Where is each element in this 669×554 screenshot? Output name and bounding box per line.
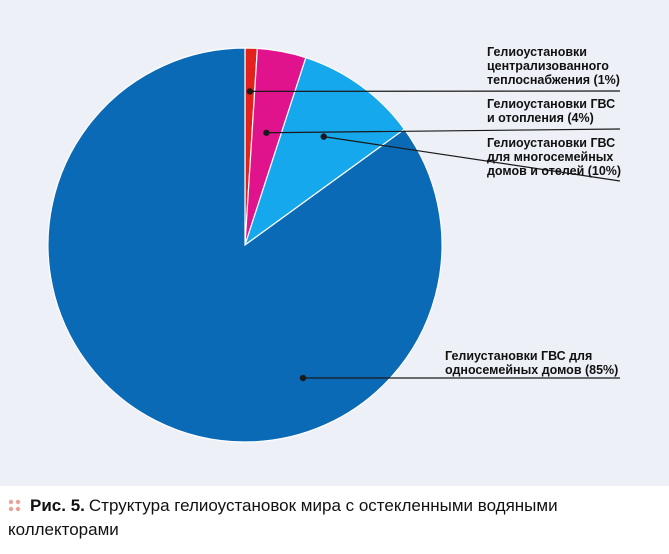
leader-dot xyxy=(320,133,327,140)
leader-line xyxy=(266,128,621,134)
leader-dot xyxy=(246,88,254,95)
figure-number: Рис. 5. xyxy=(30,496,85,515)
figure-caption: Рис. 5. Структура гелиоустановок мира с о… xyxy=(8,494,663,542)
slice-label-dhw-heating: Гелиоустановки ГВС и отопления (4%) xyxy=(487,97,616,125)
leader-dot xyxy=(263,129,270,136)
chart-panel: Гелиоустановки централизованного теплосн… xyxy=(0,0,669,486)
slice-single-family xyxy=(47,47,443,443)
leader-dot xyxy=(299,374,307,382)
pie-chart xyxy=(47,47,621,443)
pie-slices xyxy=(47,47,443,443)
slice-label-central-heating: Гелиоустановки централизованного теплосн… xyxy=(487,45,620,87)
slice-multifamily xyxy=(243,56,406,247)
slice-label-single-family: Гелиустановки ГВС для односемейных домов… xyxy=(445,349,619,377)
caption-dots-icon xyxy=(8,499,21,512)
figure-caption-text: Структура гелиоустановок мира с остеклен… xyxy=(8,496,558,539)
leader-lines xyxy=(246,88,621,382)
slice-label-multifamily: Гелиоустановки ГВС для многосемейных дом… xyxy=(487,136,622,178)
leader-line xyxy=(323,136,621,182)
